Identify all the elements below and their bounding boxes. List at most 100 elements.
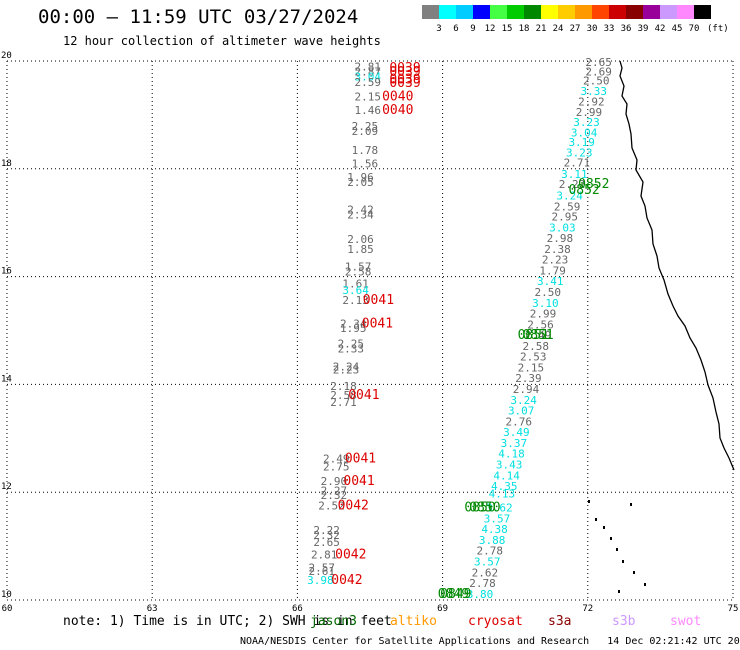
wave-height-value: 3.07: [508, 405, 535, 418]
wave-height-value: 2.81: [355, 61, 382, 74]
color-scale-label: 30: [586, 24, 598, 34]
wave-height-value: 2.78: [476, 545, 503, 558]
wave-height-value: 2.06: [347, 233, 374, 246]
wave-height-value: 2.22: [559, 178, 586, 191]
pass-time-label: 0042: [335, 547, 366, 562]
pass-time-label: 0041: [348, 388, 379, 403]
pass-time-label: 0850: [464, 501, 495, 516]
color-swatch: [541, 5, 558, 19]
lat-tick-label: 18: [1, 159, 12, 169]
wave-height-value: 3.41: [537, 275, 564, 288]
unit-label: (ft): [707, 24, 729, 34]
pass-time-label: 0039: [389, 76, 420, 91]
island-marker: [595, 518, 597, 521]
color-scale-label: 36: [620, 24, 632, 34]
wave-height-value: 2.22: [313, 524, 340, 537]
color-swatch: [643, 5, 660, 19]
satellite-s3b: s3b: [612, 614, 636, 629]
wave-height-value: 1.95: [340, 322, 367, 335]
wave-height-value: 3.24: [556, 190, 583, 203]
pass-time-label: 0039: [389, 61, 420, 76]
wave-height-value: 3.03: [549, 221, 576, 234]
island-marker: [603, 526, 605, 529]
footer-credit: NOAA/NESDIS Center for Satellite Applica…: [240, 636, 740, 647]
island-marker: [630, 503, 632, 506]
island-marker: [588, 500, 590, 503]
color-swatch: [558, 5, 575, 19]
wave-height-value: 2.57: [309, 561, 336, 574]
color-scale-label: 3: [436, 24, 442, 34]
color-swatch: [575, 5, 592, 19]
map-subtitle: 12 hour collection of altimeter wave hei…: [63, 34, 381, 48]
island-marker: [616, 548, 618, 551]
coastline-path: [619, 60, 735, 471]
wave-height-value: 3.57: [484, 512, 511, 525]
wave-height-value: 2.23: [333, 364, 360, 377]
lat-tick-label: 20: [1, 51, 12, 61]
wave-height-value: 3.64: [342, 284, 369, 297]
wave-height-value: 3.33: [581, 85, 608, 98]
wave-height-value: 4.13: [489, 488, 515, 501]
color-scale-label: 45: [671, 24, 683, 34]
color-swatch: [677, 5, 694, 19]
wave-height-value: 2.25: [338, 338, 365, 351]
color-scale-label: 42: [654, 24, 666, 34]
wave-height-value: 4.35: [491, 480, 518, 493]
island-marker: [622, 560, 624, 563]
color-swatch: [660, 5, 677, 19]
pass-time-label: 0850: [469, 501, 500, 516]
pass-time-label: 0041: [362, 316, 393, 331]
wave-height-value: 2.52: [318, 499, 345, 512]
track-group: 2.812.873.042.592.151.462.252.091.781.56…: [307, 61, 381, 587]
pass-time-label: 0041: [363, 293, 394, 308]
wave-height-value: 4.18: [498, 448, 525, 461]
wave-height-value: 3.23: [566, 146, 593, 159]
pass-time-labels: 0039003900390039004000400041004100410041…: [331, 61, 609, 602]
lon-tick-label: 66: [292, 604, 303, 614]
wave-height-value: 2.49: [323, 453, 350, 466]
color-scale-label: 24: [552, 24, 564, 34]
color-scale-label: 70: [688, 24, 700, 34]
lon-tick-label: 63: [147, 604, 158, 614]
wave-height-value: 2.62: [472, 566, 499, 579]
pass-time-label: 0852: [568, 183, 599, 198]
wave-height-value: 3.57: [474, 556, 501, 569]
lon-tick-label: 72: [582, 604, 593, 614]
pass-time-label: 0852: [578, 177, 609, 192]
wave-height-value: 3.19: [568, 136, 595, 149]
lat-tick-label: 12: [1, 482, 12, 492]
wave-height-value: 2.65: [313, 536, 340, 549]
color-scale-label: 9: [470, 24, 476, 34]
wave-height-value: 2.05: [347, 176, 374, 189]
pass-time-label: 0041: [345, 452, 376, 467]
wave-height-value: 3.10: [532, 297, 559, 310]
lon-tick-label: 60: [2, 604, 13, 614]
wave-height-value: 2.76: [506, 415, 533, 428]
wave-height-value: 2.32: [321, 489, 348, 502]
pass-time-label: 0849: [440, 587, 471, 602]
wave-height-value: 2.59: [554, 200, 581, 213]
island-marker: [633, 571, 635, 574]
pass-time-label: 0042: [338, 498, 369, 513]
color-swatch: [592, 5, 609, 19]
color-scale-label: 12: [484, 24, 496, 34]
wave-height-value: 1.79: [539, 264, 566, 277]
lat-tick-label: 14: [1, 374, 12, 384]
color-scale-label: 33: [603, 24, 615, 34]
satellite-swot: swot: [670, 614, 702, 629]
wave-height-value: 2.58: [345, 266, 372, 279]
satellite-jason3: jason3: [310, 614, 357, 629]
wave-height-value: 2.13: [342, 294, 369, 307]
wave-height-value: 2.56: [527, 318, 554, 331]
wave-height-value: 2.71: [330, 396, 357, 409]
pass-time-label: 0851: [522, 328, 553, 343]
wave-height-value: 2.25: [352, 120, 379, 133]
wave-height-value: 3.62: [486, 502, 513, 515]
note-text: note: 1) Time is in UTC; 2) SWH is in fe…: [63, 614, 392, 629]
pass-time-label: 0039: [389, 65, 420, 80]
color-scale-label: 18: [518, 24, 530, 34]
lat-lon-grid: [6, 60, 734, 601]
wave-height-value: 2.23: [542, 254, 569, 267]
wave-height-value: 1.78: [352, 144, 379, 157]
